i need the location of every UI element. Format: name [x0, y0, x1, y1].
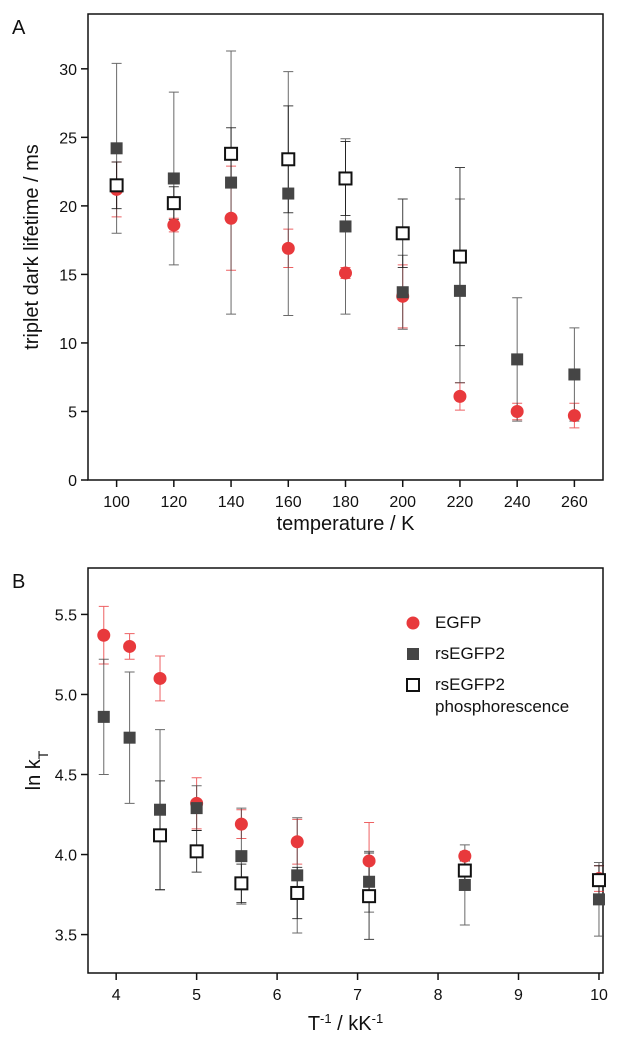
- x-axis-label: temperature / K: [277, 513, 416, 535]
- marker: [338, 171, 353, 186]
- marker: [235, 850, 248, 863]
- marker: [224, 211, 238, 225]
- x-tick-label: 100: [103, 494, 130, 511]
- x-axis-label-part: -1: [372, 1011, 384, 1026]
- marker: [166, 196, 181, 211]
- marker: [291, 869, 304, 882]
- y-tick-label: 10: [59, 336, 77, 353]
- marker: [123, 731, 136, 744]
- y-tick-label: 20: [59, 199, 77, 216]
- x-tick-label: 8: [434, 987, 443, 1004]
- marker: [282, 187, 295, 200]
- marker: [362, 889, 377, 904]
- marker: [224, 146, 239, 161]
- marker: [189, 844, 204, 859]
- y-tick-label: 3.5: [55, 928, 77, 945]
- marker: [281, 152, 296, 167]
- panel-label: A: [12, 17, 26, 39]
- x-tick-label: 4: [112, 987, 121, 1004]
- x-tick-label: 260: [561, 494, 588, 511]
- x-tick-label: 160: [275, 494, 302, 511]
- x-tick-label: 7: [353, 987, 362, 1004]
- marker: [234, 876, 249, 891]
- legend-marker: [407, 648, 419, 660]
- marker: [458, 849, 472, 863]
- panel-label: B: [12, 571, 25, 593]
- marker: [591, 873, 606, 888]
- y-tick-label: 4.0: [55, 848, 77, 865]
- y-axis-label: ln kT: [23, 750, 51, 790]
- marker: [109, 178, 124, 193]
- y-tick-label: 5: [68, 404, 77, 421]
- marker: [97, 628, 111, 642]
- x-tick-label: 180: [332, 494, 359, 511]
- marker: [234, 817, 248, 831]
- y-tick-label: 30: [59, 62, 77, 79]
- legend-marker: [406, 616, 420, 630]
- marker: [453, 389, 467, 403]
- x-tick-label: 5: [192, 987, 201, 1004]
- legend-marker: [406, 678, 420, 692]
- marker: [290, 885, 305, 900]
- x-axis-label: T-1 / kK-1: [308, 1011, 383, 1036]
- marker: [458, 878, 471, 891]
- x-tick-label: 10: [590, 987, 608, 1004]
- x-tick-label: 140: [218, 494, 245, 511]
- legend-label: rsEGFP2: [435, 644, 505, 663]
- marker: [567, 409, 581, 423]
- x-tick-label: 120: [160, 494, 187, 511]
- marker: [153, 828, 168, 843]
- y-tick-label: 25: [59, 130, 77, 147]
- marker: [395, 226, 410, 241]
- marker: [290, 835, 304, 849]
- marker: [510, 404, 524, 418]
- marker: [225, 176, 238, 189]
- marker: [396, 286, 409, 299]
- marker: [452, 249, 467, 264]
- y-tick-label: 4.5: [55, 768, 77, 785]
- x-tick-label: 9: [514, 987, 523, 1004]
- marker: [123, 639, 137, 653]
- plot-frame: [87, 567, 604, 974]
- marker: [511, 353, 524, 366]
- y-axis-label-part: ln k: [23, 758, 45, 790]
- marker: [97, 710, 110, 723]
- x-axis-label-part: / kK: [332, 1013, 373, 1035]
- marker: [167, 172, 180, 185]
- marker: [362, 854, 376, 868]
- marker: [339, 266, 352, 280]
- marker: [592, 893, 605, 906]
- y-tick-label: 5.5: [55, 607, 77, 624]
- legend-label: rsEGFP2 phosphorescence: [435, 675, 570, 716]
- x-tick-label: 200: [389, 494, 416, 511]
- marker: [457, 863, 472, 878]
- marker: [281, 241, 295, 255]
- y-tick-label: 0: [68, 473, 77, 490]
- y-tick-label: 15: [59, 267, 77, 284]
- y-tick-label: 5.0: [55, 687, 77, 704]
- legend-label: EGFP: [435, 613, 482, 632]
- x-axis-label-part: -1: [320, 1011, 332, 1026]
- y-axis-label-part: T: [35, 750, 51, 759]
- x-tick-label: 6: [273, 987, 282, 1004]
- marker: [154, 803, 167, 816]
- marker: [167, 218, 181, 232]
- marker: [110, 142, 123, 155]
- marker: [190, 802, 203, 815]
- x-tick-label: 220: [447, 494, 474, 511]
- marker: [339, 220, 352, 233]
- marker: [568, 368, 581, 381]
- marker: [153, 671, 167, 685]
- marker: [363, 875, 376, 888]
- x-axis-label-part: T: [308, 1013, 320, 1035]
- marker: [453, 284, 466, 297]
- y-axis-label: triplet dark lifetime / ms: [21, 144, 43, 350]
- x-tick-label: 240: [504, 494, 531, 511]
